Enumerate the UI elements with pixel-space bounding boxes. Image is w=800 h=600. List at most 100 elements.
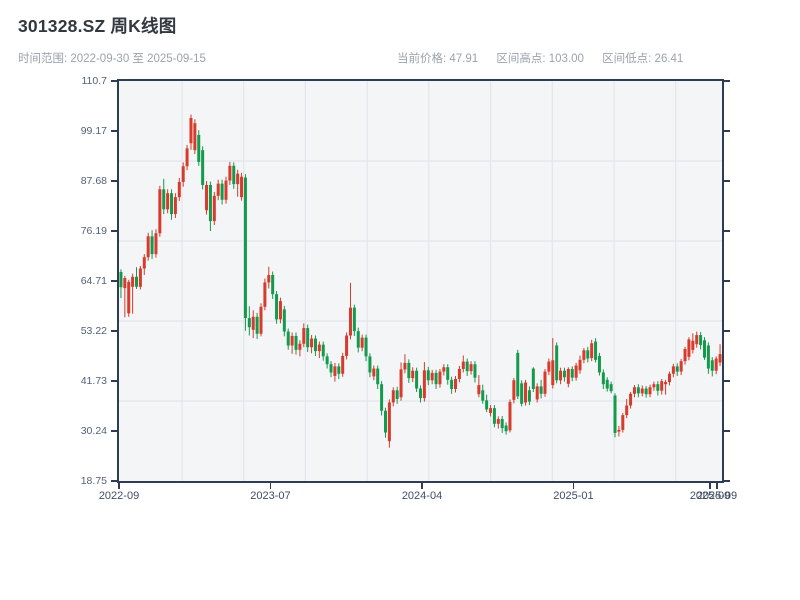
axis-tick [421,483,423,489]
candle [434,369,438,389]
candle [368,353,372,378]
y-axis-tick-label: 99.17 [80,125,107,137]
candle [275,291,279,324]
candle [465,358,469,376]
candle [345,332,349,360]
chart-title: 301328.SZ 周K线图 [18,16,177,36]
candle [648,384,652,398]
x-axis-tick-label: 2022-09 [98,490,140,502]
y-axis-tick-label: 110.7 [81,75,108,87]
candle [489,405,493,417]
axis-tick [269,483,272,489]
candle [177,178,181,202]
y-axis-tick-label: 76.19 [80,225,107,237]
candle [687,337,691,361]
axis-tick [111,80,117,82]
candle [278,297,282,324]
axis-tick [724,430,730,432]
candle [586,346,590,363]
axis-tick [709,483,711,489]
axis-tick [111,430,117,432]
candle [356,327,360,353]
candle [426,366,430,386]
candle [683,346,687,365]
candle [617,425,621,437]
candle [232,162,236,189]
candle [559,367,563,385]
axis-tick [572,483,575,489]
axis-tick [724,380,730,382]
candle [629,392,633,409]
axis-tick [111,330,117,332]
stat-range-low: 区间低点: 26.41 [602,53,684,65]
candle [240,172,244,201]
candle [640,385,644,397]
candle [376,365,380,389]
candle [710,357,714,377]
candle [321,341,325,361]
axis-tick [724,180,730,182]
candle [403,354,407,374]
candle [329,361,333,378]
candle [341,352,345,377]
date-range-label: 时间范围: 2022-09-30 至 2025-09-15 [18,53,206,65]
y-axis-tick-label: 41.73 [80,375,107,387]
candle [123,275,127,318]
y-axis-tick-label: 87.68 [80,175,107,187]
axis-tick [111,180,117,182]
candle [181,162,185,187]
candle [348,282,352,340]
candle [212,191,216,225]
candle [675,363,679,376]
candle [189,114,193,150]
y-axis-tick-label: 30.24 [80,425,107,437]
candle [317,341,321,359]
candle [442,364,446,376]
candle [302,323,306,348]
candle [208,181,212,232]
candle [718,344,722,366]
axis-tick [724,330,730,332]
candle [461,355,465,373]
candle [325,353,329,369]
candle [590,339,594,362]
candle [652,381,656,391]
candle [469,361,473,375]
candle [411,367,415,383]
candle [119,269,123,299]
candle [185,144,189,171]
axis-tick [111,280,117,282]
candle [450,376,454,394]
candle [395,386,399,404]
candle [259,303,263,337]
candle [193,119,197,155]
candle [555,342,559,384]
candle [271,271,275,299]
candle [582,348,586,364]
y-axis-tick-label: 18.75 [80,475,107,487]
candle [298,340,302,357]
candle [419,385,422,403]
candle [551,338,555,389]
candle [154,229,158,258]
candlestick-svg [119,81,722,481]
candle [625,398,629,419]
candle [243,174,247,331]
candle [660,378,664,395]
candle [333,362,337,382]
candle [422,362,426,402]
y-axis-tick-label: 64.71 [80,275,107,287]
candle [387,399,391,448]
candle [508,399,512,433]
candle [251,310,255,339]
candle [695,331,699,348]
candle [601,369,605,389]
candle [205,181,209,215]
candle [162,178,166,215]
candle [247,306,251,336]
candle [547,358,551,376]
candle [527,386,531,406]
axis-tick [111,380,117,382]
candle [135,267,139,289]
candle [364,334,368,362]
